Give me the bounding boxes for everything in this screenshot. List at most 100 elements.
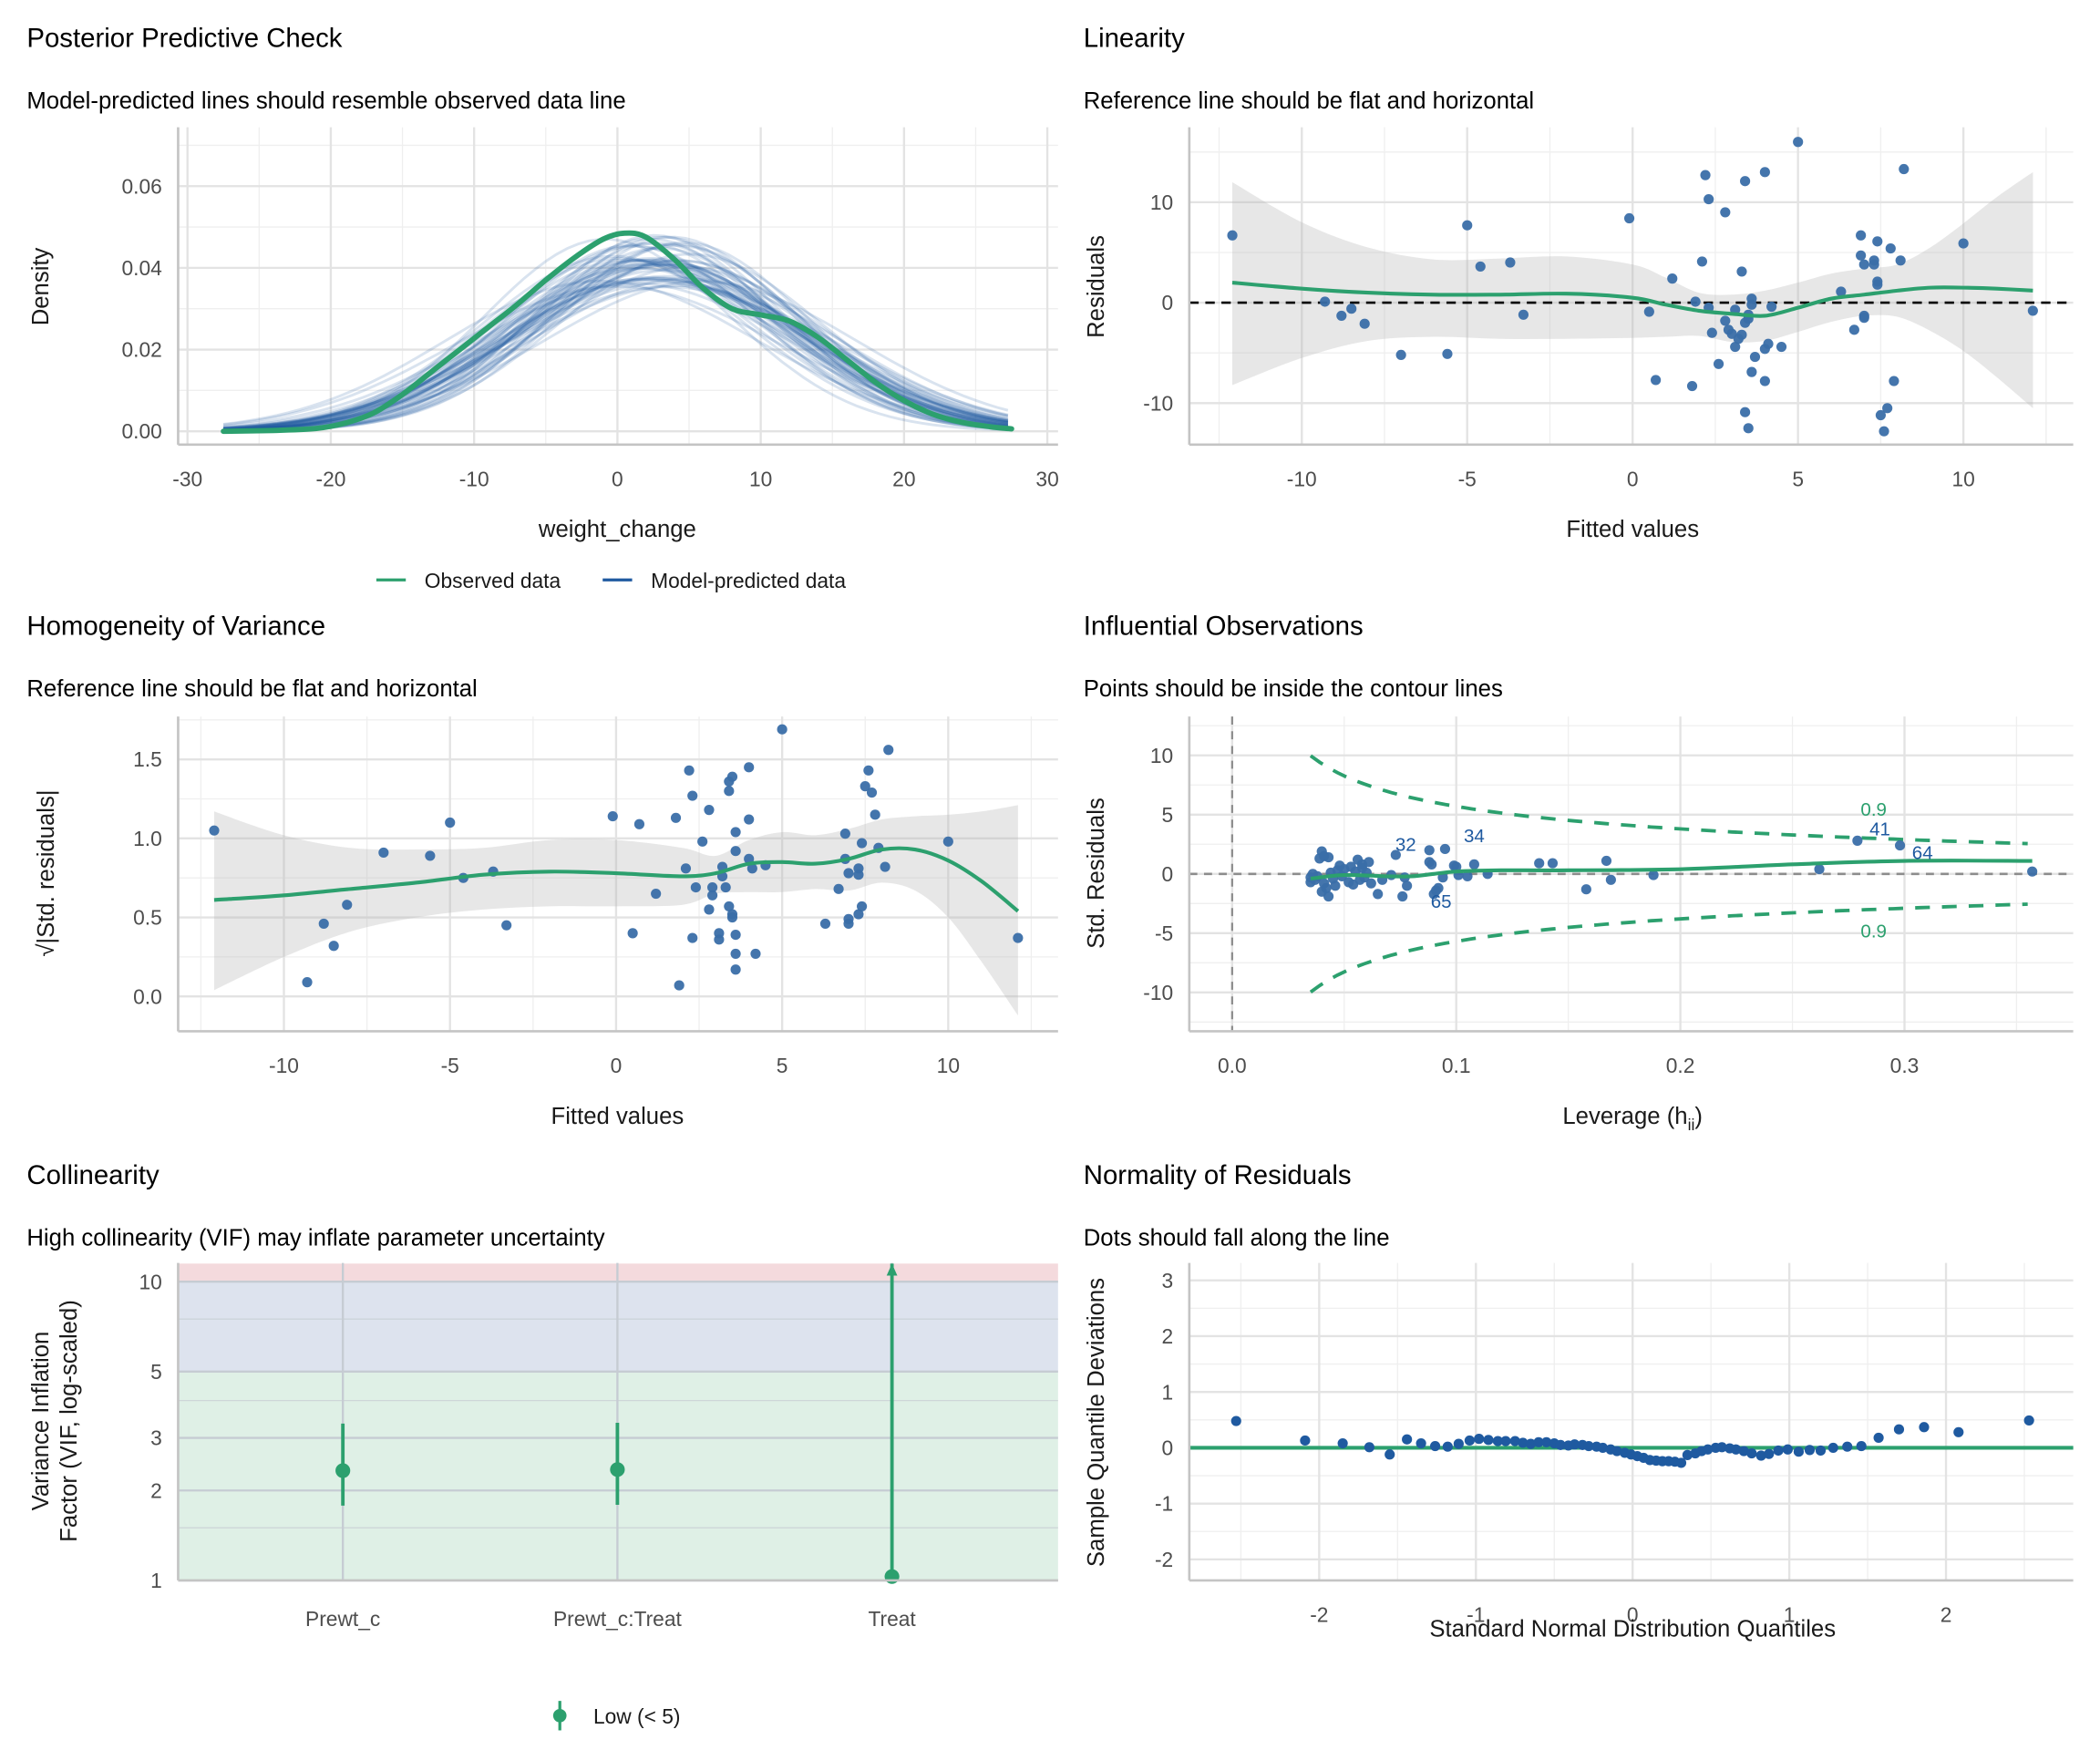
x-tick-label: 10 xyxy=(937,1054,960,1077)
data-point xyxy=(1227,230,1238,241)
data-point xyxy=(1525,1438,1537,1449)
plot-area-homogeneity: -10 -5 0 5 10 0.0 0.5 1.0 1.5 xyxy=(133,716,1058,1077)
y-axis-label: √|Std. residuals| xyxy=(34,789,59,956)
predicted-density-line xyxy=(223,266,1009,431)
predicted-density-line xyxy=(223,283,1009,430)
loess-line xyxy=(1231,280,2033,318)
data-point xyxy=(1889,376,1899,386)
data-point xyxy=(744,762,755,773)
plot-area-collinearity: 1 2 3 5 10 Prewt_c Prewt_c:Treat Treat xyxy=(139,1262,1058,1631)
x-axis-label-end: ) xyxy=(1694,1104,1703,1129)
data-point xyxy=(627,928,638,939)
predicted-density-line xyxy=(223,252,1009,433)
data-point xyxy=(1323,851,1334,863)
y-tick-label: 0 xyxy=(1162,291,1174,314)
data-point xyxy=(1336,310,1347,321)
data-point xyxy=(1346,304,1357,314)
panel-subtitle: High collinearity (VIF) may inflate para… xyxy=(26,1226,604,1251)
x-tick-label: -5 xyxy=(1458,467,1477,490)
y-tick-label: 2 xyxy=(150,1478,162,1502)
plot-area-normality: -2 -1 0 1 2 -2 -1 0 1 2 3 xyxy=(1155,1262,2074,1626)
data-point xyxy=(1706,327,1717,338)
data-point xyxy=(1815,1445,1827,1457)
data-point xyxy=(1736,329,1747,340)
data-point xyxy=(1764,1448,1775,1459)
data-point xyxy=(670,812,682,823)
data-point xyxy=(1882,403,1893,414)
data-point xyxy=(1885,242,1896,254)
data-point xyxy=(1475,261,1486,272)
data-point xyxy=(687,790,698,801)
data-point xyxy=(1700,170,1711,180)
y-tick-label: 0 xyxy=(1162,1436,1174,1460)
predicted-density-line xyxy=(223,254,1008,431)
y-tick-label: 3 xyxy=(1162,1269,1174,1292)
data-point xyxy=(1875,409,1886,421)
x-tick-label: -10 xyxy=(459,467,489,490)
data-point xyxy=(342,900,353,911)
data-point xyxy=(1696,256,1707,267)
predicted-density-line xyxy=(223,275,1009,430)
x-tick-label: Treat xyxy=(868,1607,916,1631)
data-point xyxy=(1321,882,1332,893)
data-point xyxy=(1720,207,1731,218)
data-point xyxy=(1782,1444,1793,1455)
data-point xyxy=(1759,167,1770,178)
data-point xyxy=(860,781,870,792)
panel-influential-observations: Influential Observations Points should b… xyxy=(1084,611,2074,1134)
data-point xyxy=(843,913,854,924)
data-point xyxy=(1690,296,1701,307)
x-tick-label: 1 xyxy=(1784,1602,1796,1626)
vif-point xyxy=(610,1462,625,1477)
x-tick-label: 0.0 xyxy=(1218,1054,1247,1077)
legend-label-low: Low (< 5) xyxy=(593,1704,681,1728)
x-tick-label: -30 xyxy=(172,467,202,490)
data-point xyxy=(1793,1446,1805,1457)
data-point xyxy=(1856,250,1867,261)
predicted-density-line xyxy=(223,285,1009,429)
predicted-density-line xyxy=(223,277,1009,431)
data-point xyxy=(1533,1436,1544,1447)
data-point xyxy=(1555,1439,1566,1450)
data-point xyxy=(1415,1437,1426,1449)
panel-posterior-predictive-check: Posterior Predictive Check Model-predict… xyxy=(26,23,1058,592)
data-point xyxy=(1462,220,1473,231)
y-tick-label: 1 xyxy=(150,1569,162,1592)
data-point xyxy=(853,870,864,880)
y-axis-label: Sample Quantile Deviations xyxy=(1084,1278,1109,1567)
data-point xyxy=(1868,259,1879,270)
data-point xyxy=(730,846,741,857)
x-tick-label: 10 xyxy=(1951,467,1974,490)
y-tick-label: 2 xyxy=(1162,1324,1174,1348)
data-point xyxy=(1597,1442,1609,1454)
observed-density-line xyxy=(221,230,1014,435)
x-tick-label: 2 xyxy=(1940,1602,1952,1626)
data-point xyxy=(1740,407,1751,417)
data-point xyxy=(1856,230,1867,241)
y-axis-label-line2: Factor (VIF, log-scaled) xyxy=(57,1300,82,1542)
contour-label-lower: 0.9 xyxy=(1860,921,1887,942)
data-point xyxy=(1583,1441,1594,1452)
predicted-density-line xyxy=(223,256,1008,431)
data-point xyxy=(1359,318,1370,329)
predicted-density-line xyxy=(222,279,1009,427)
data-point xyxy=(857,838,868,849)
panel-subtitle: Points should be inside the contour line… xyxy=(1084,676,1503,702)
data-point xyxy=(1451,861,1462,872)
data-point xyxy=(1776,341,1787,353)
data-point xyxy=(1402,880,1413,891)
data-point xyxy=(843,868,854,879)
data-point xyxy=(1872,276,1883,287)
y-tick-label: 0.06 xyxy=(121,174,161,198)
y-tick-label: 1 xyxy=(1162,1380,1174,1404)
data-point xyxy=(697,836,708,847)
loess-line xyxy=(1310,859,2033,880)
data-point xyxy=(2027,866,2038,877)
data-point xyxy=(707,882,718,893)
data-point xyxy=(1300,1435,1311,1446)
data-point xyxy=(853,909,864,920)
data-point xyxy=(1390,849,1401,860)
data-point xyxy=(726,911,738,923)
y-axis-label-line1: Variance Inflation xyxy=(28,1332,54,1511)
x-tick-label: 0 xyxy=(611,1054,623,1077)
